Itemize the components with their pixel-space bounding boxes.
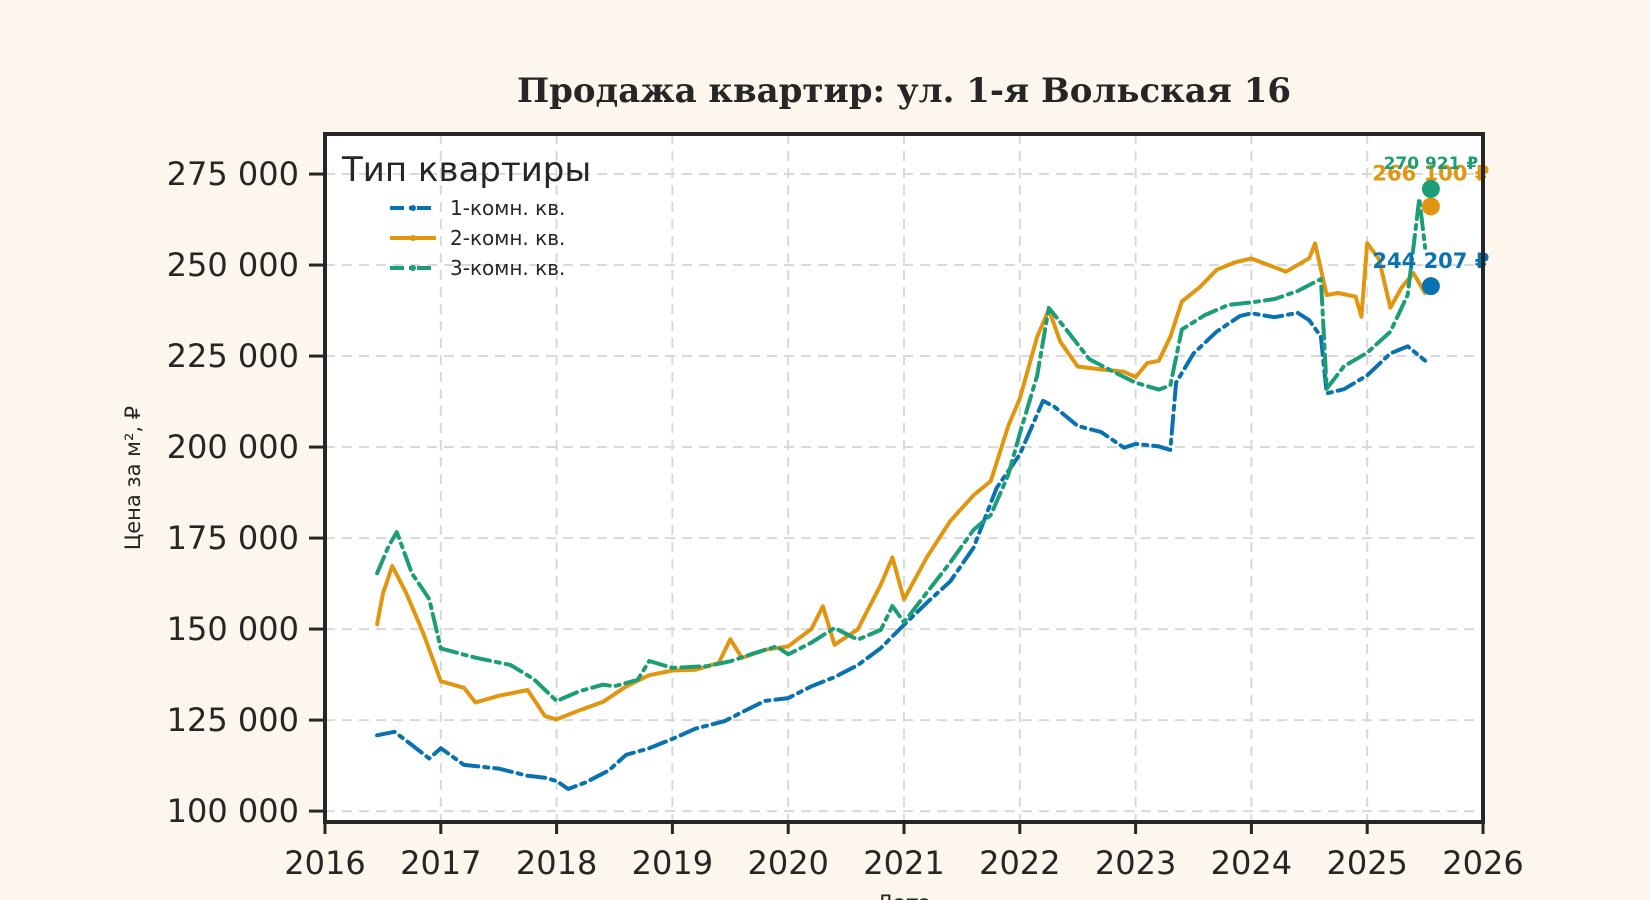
end-point-label: 270 921 ₽ [1384,154,1479,174]
end-point-marker [1421,179,1440,198]
end-markers: 244 207 ₽266 100 ₽270 921 ₽ [1372,154,1489,296]
x-tick-label: 2018 [516,844,597,882]
y-tick-label: 125 000 [167,701,299,739]
x-tick-label: 2017 [400,844,481,882]
axes-ticks: 2016 2017 2018 2019 2020 2021 2022 2023 2024 2025… [167,155,1524,882]
x-tick-label: 2025 [1326,844,1407,882]
end-point-marker [1421,277,1440,296]
y-tick-label: 100 000 [167,792,299,830]
y-axis-label: Цена за м², ₽ [121,406,145,550]
x-axis-label: Дата [877,891,931,900]
y-tick-label: 150 000 [167,610,299,648]
series-line [375,310,1428,791]
x-tick-label: 2023 [1095,844,1176,882]
y-tick-label: 275 000 [167,155,299,193]
x-tick-label: 2024 [1211,844,1292,882]
series-line [375,196,1428,703]
legend-label: 1-комн. кв. [450,196,565,220]
y-tick-label: 225 000 [167,337,299,375]
x-tick-label: 2021 [863,844,944,882]
x-tick-label: 2022 [979,844,1060,882]
end-point-marker [1421,197,1440,216]
series-layer [375,196,1428,791]
legend-label: 2-комн. кв. [450,226,565,250]
y-tick-label: 200 000 [167,428,299,466]
x-tick-label: 2019 [632,844,713,882]
legend-title: Тип квартиры [341,150,591,190]
end-point-label: 244 207 ₽ [1372,249,1489,273]
x-tick-label: 2016 [284,844,365,882]
legend-marker [410,235,416,241]
y-tick-label: 250 000 [167,246,299,284]
legend-marker [410,205,416,211]
chart-title: Продажа квартир: ул. 1-я Вольская 16 [517,71,1291,111]
x-tick-label: 2026 [1442,844,1523,882]
legend: Тип квартиры 1-комн. кв. 2-комн. кв. 3-ком… [341,150,591,280]
legend-label: 3-комн. кв. [450,256,565,280]
x-tick-label: 2020 [747,844,828,882]
series-line [375,241,1428,722]
legend-marker [410,265,416,271]
y-tick-label: 175 000 [167,519,299,557]
